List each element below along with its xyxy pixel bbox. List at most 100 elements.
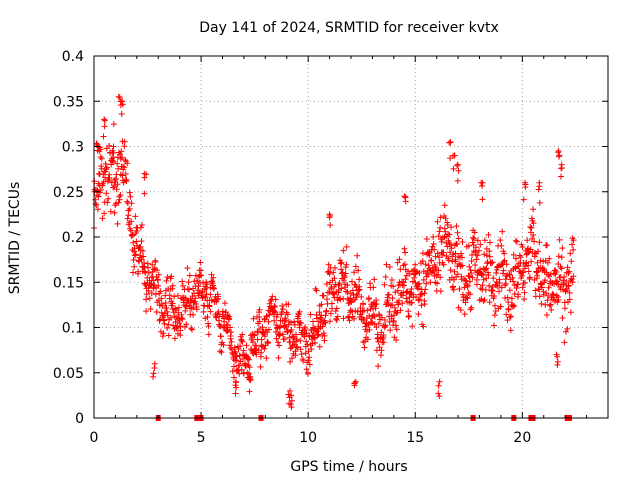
data-point xyxy=(102,160,109,167)
data-point xyxy=(191,290,198,297)
data-point xyxy=(101,117,108,124)
data-point xyxy=(422,286,429,293)
data-point xyxy=(286,334,293,341)
data-point xyxy=(155,282,162,289)
data-point xyxy=(366,326,373,333)
data-point xyxy=(334,294,341,301)
data-point xyxy=(322,312,329,319)
data-point xyxy=(94,206,101,213)
data-point xyxy=(131,252,138,259)
data-point xyxy=(354,252,361,259)
chart-title: Day 141 of 2024, SRMTID for receiver kvt… xyxy=(199,20,499,36)
data-point xyxy=(306,354,313,361)
data-point xyxy=(565,270,572,277)
data-point xyxy=(481,296,488,303)
data-point xyxy=(454,241,461,248)
data-point xyxy=(413,268,420,275)
data-point xyxy=(402,198,409,205)
data-point xyxy=(271,303,278,310)
data-point xyxy=(94,147,101,154)
data-point xyxy=(399,300,406,307)
data-point xyxy=(237,343,244,350)
data-point xyxy=(504,294,511,301)
data-point xyxy=(493,269,500,276)
data-point xyxy=(220,323,227,330)
data-point xyxy=(286,387,293,394)
data-point xyxy=(479,182,486,189)
data-point xyxy=(544,297,551,304)
data-point xyxy=(459,254,466,261)
data-point xyxy=(221,318,228,325)
data-point xyxy=(307,311,314,318)
data-point xyxy=(420,323,427,330)
data-point xyxy=(476,247,483,254)
data-point xyxy=(415,285,422,292)
data-point xyxy=(163,277,170,284)
x-tick-label: 20 xyxy=(513,430,531,446)
data-point xyxy=(343,243,350,250)
data-point xyxy=(408,285,415,292)
y-tick-label: 0.2 xyxy=(62,230,84,246)
data-point xyxy=(394,287,401,294)
data-point xyxy=(204,281,211,288)
data-point xyxy=(417,291,424,298)
data-point xyxy=(440,249,447,256)
data-point xyxy=(563,285,570,292)
data-point xyxy=(226,324,233,331)
data-point xyxy=(123,178,130,185)
data-point xyxy=(150,277,157,284)
data-point xyxy=(188,325,195,332)
data-point xyxy=(131,263,138,270)
data-point xyxy=(108,179,115,186)
data-point xyxy=(387,327,394,334)
data-point xyxy=(118,148,125,155)
data-point xyxy=(267,297,274,304)
data-point xyxy=(568,258,575,265)
data-point xyxy=(296,308,303,315)
data-point xyxy=(141,174,148,181)
data-point xyxy=(486,299,493,306)
data-point xyxy=(227,335,234,342)
data-point xyxy=(555,153,562,160)
data-point xyxy=(162,300,169,307)
data-point xyxy=(322,319,329,326)
data-point xyxy=(233,384,240,391)
data-point xyxy=(480,271,487,278)
data-point xyxy=(246,376,253,383)
data-point xyxy=(464,295,471,302)
data-point xyxy=(484,258,491,265)
data-point xyxy=(466,263,473,270)
data-point xyxy=(164,324,171,331)
data-point xyxy=(113,186,120,193)
data-point xyxy=(513,238,520,245)
data-point xyxy=(477,285,484,292)
data-point xyxy=(532,287,539,294)
data-point xyxy=(361,344,368,351)
data-point xyxy=(200,308,207,315)
data-point xyxy=(355,287,362,294)
data-point xyxy=(534,259,541,266)
data-point xyxy=(248,335,255,342)
data-point xyxy=(561,273,568,280)
data-point xyxy=(95,193,102,200)
x-tick-label: 15 xyxy=(406,430,424,446)
data-point xyxy=(468,270,475,277)
data-point xyxy=(112,175,119,182)
data-point xyxy=(217,348,224,355)
data-point xyxy=(380,331,387,338)
data-point xyxy=(173,324,180,331)
data-point xyxy=(314,328,321,335)
data-point xyxy=(478,272,485,279)
data-point xyxy=(215,309,222,316)
data-point xyxy=(502,282,509,289)
data-point xyxy=(356,286,363,293)
data-point xyxy=(288,397,295,404)
data-point xyxy=(401,282,408,289)
data-point xyxy=(502,280,509,287)
data-point xyxy=(301,327,308,334)
data-point xyxy=(455,235,462,242)
data-point xyxy=(491,293,498,300)
data-point xyxy=(161,320,168,327)
data-point xyxy=(538,284,545,291)
data-point xyxy=(521,296,528,303)
